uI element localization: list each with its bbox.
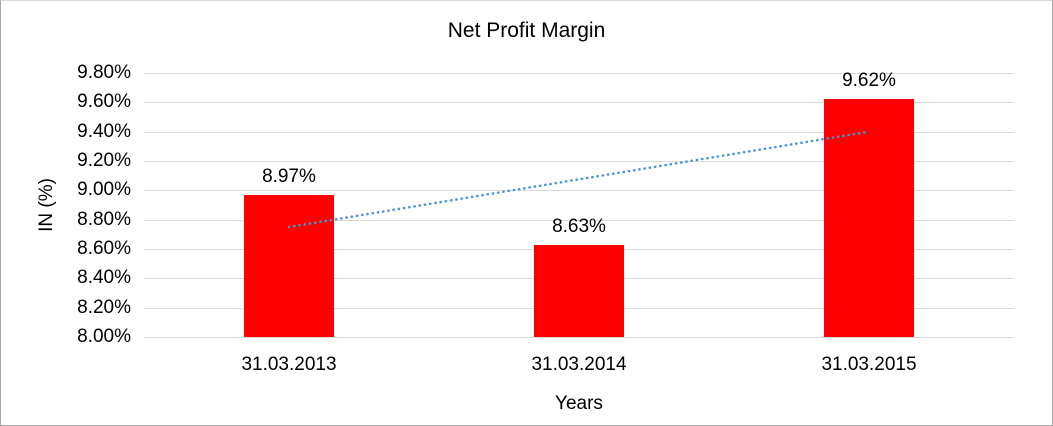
bar-data-label: 8.63% xyxy=(552,215,606,237)
y-tick-label: 9.80% xyxy=(77,62,131,83)
bar-31.03.2014 xyxy=(534,244,624,337)
gridline xyxy=(144,102,1014,103)
chart-title: Net Profit Margin xyxy=(447,19,606,42)
gridline xyxy=(144,337,1014,338)
bar-31.03.2013 xyxy=(244,194,334,337)
y-tick-label: 9.40% xyxy=(77,121,131,142)
y-tick-label: 9.00% xyxy=(77,179,131,200)
y-tick-label: 8.40% xyxy=(77,267,131,288)
y-tick-label: 8.20% xyxy=(77,297,131,318)
x-axis-title: Years xyxy=(555,393,603,414)
bar-31.03.2015 xyxy=(824,99,914,337)
bar-data-label: 8.97% xyxy=(262,165,316,187)
y-tick-label: 9.20% xyxy=(77,150,131,171)
bar-data-label: 9.62% xyxy=(842,70,896,92)
y-tick-label: 9.60% xyxy=(77,91,131,112)
x-tick-label: 31.03.2015 xyxy=(821,354,917,375)
x-tick-label: 31.03.2013 xyxy=(241,354,337,375)
y-tick-label: 8.00% xyxy=(77,326,131,347)
x-tick-label: 31.03.2014 xyxy=(531,354,627,375)
y-tick-label: 8.80% xyxy=(77,209,131,230)
gridline xyxy=(144,73,1014,74)
y-tick-label: 8.60% xyxy=(77,238,131,259)
